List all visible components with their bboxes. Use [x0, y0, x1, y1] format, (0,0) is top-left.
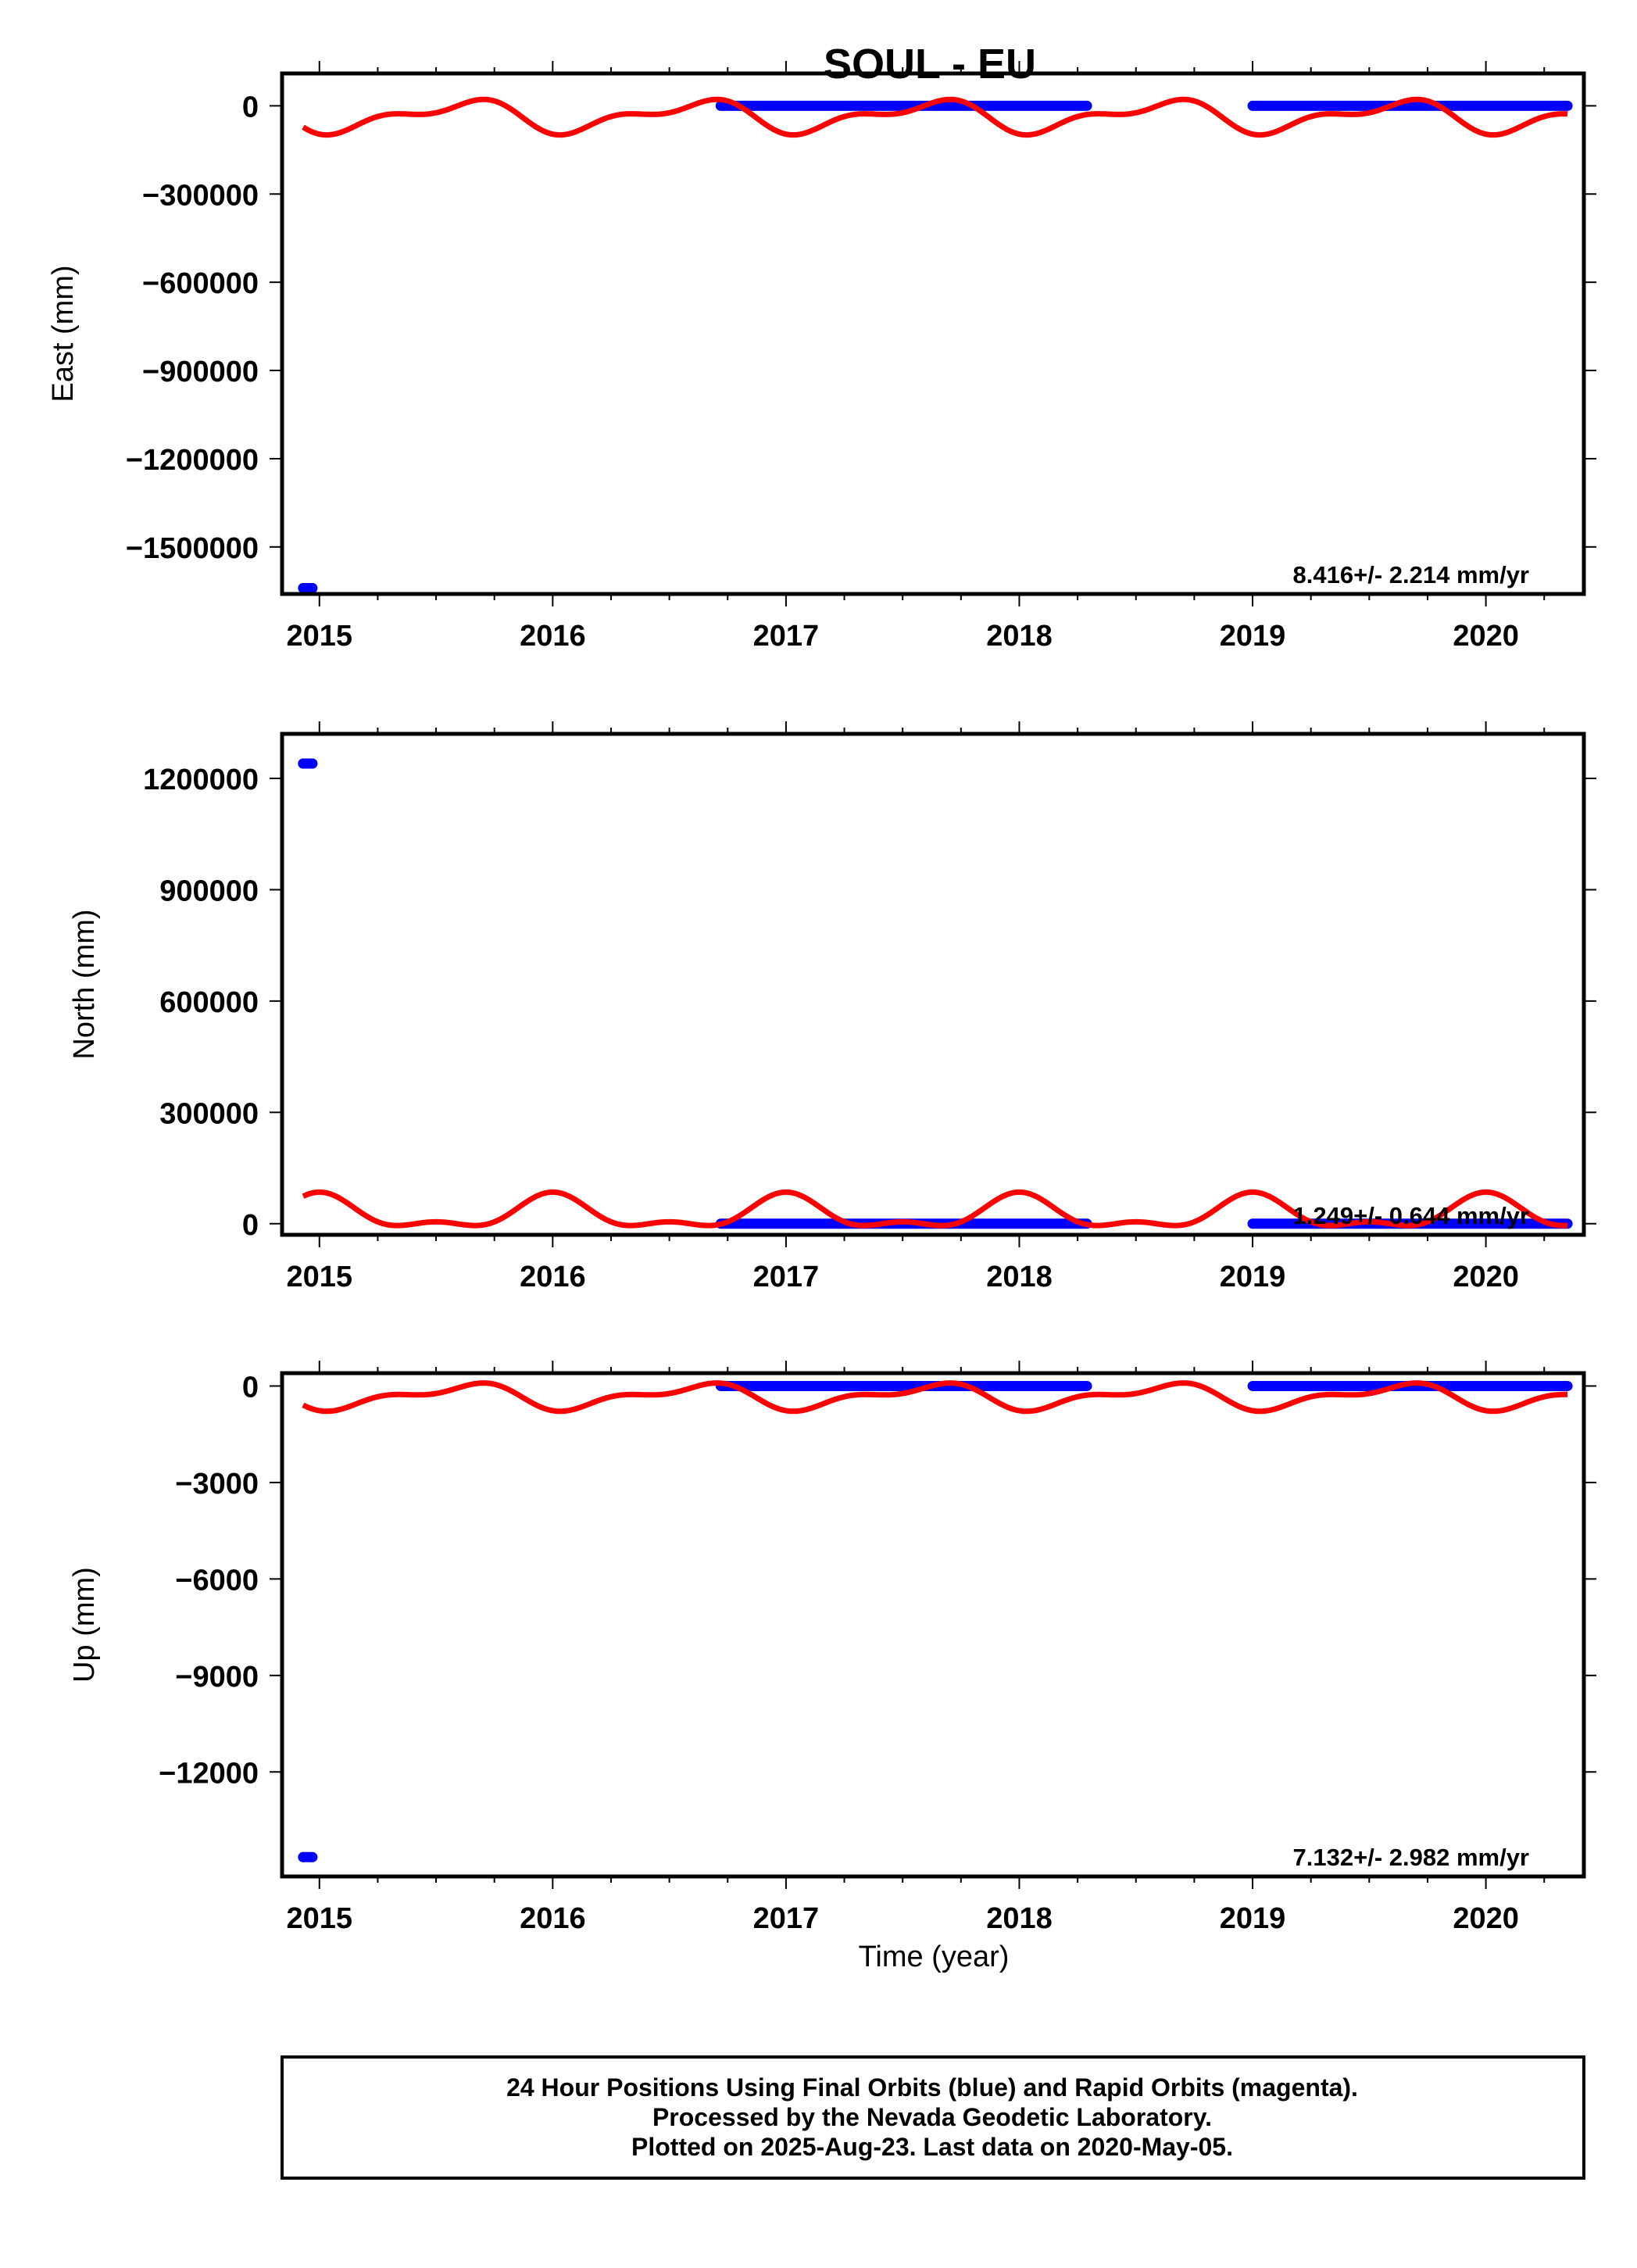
y-tick-label: −900000: [142, 356, 259, 388]
x-tick-label: 2017: [753, 1261, 820, 1293]
x-tick-label: 2015: [286, 1902, 352, 1935]
y-tick-label: 1200000: [143, 764, 259, 796]
y-tick-label: 0: [242, 91, 259, 123]
x-tick-label: 2020: [1453, 620, 1519, 653]
x-tick-label: 2020: [1453, 1261, 1519, 1293]
y-tick-label: −1500000: [126, 532, 259, 565]
y-tick-label: −6000: [175, 1564, 259, 1597]
footer-box: 24 Hour Positions Using Final Orbits (bl…: [281, 2055, 1585, 2180]
x-tick-label: 2015: [286, 620, 352, 653]
north-plot-frame: [280, 732, 1586, 1237]
x-tick-label: 2018: [986, 620, 1053, 653]
east-velocity-label: 8.416+/- 2.214 mm/yr: [1293, 561, 1529, 588]
north-seasonal-curve: [301, 1189, 1570, 1229]
x-tick-label: 2019: [1220, 620, 1286, 653]
x-tick-label: 2020: [1453, 1902, 1519, 1935]
x-tick-label: 2018: [986, 1261, 1053, 1293]
x-tick-label: 2016: [520, 1902, 586, 1935]
east-panel: 2015 2016 2017 2018 2019 2020 0 −300000 −600000 −…: [47, 61, 1596, 653]
y-tick-label: −3000: [175, 1468, 259, 1501]
y-tick-label: −300000: [142, 179, 259, 212]
x-tick-label: 2017: [753, 620, 820, 653]
x-tick-label: 2016: [520, 620, 586, 653]
y-tick-label: 0: [242, 1209, 259, 1242]
up-y-axis-label: Up (mm): [68, 1567, 101, 1683]
y-tick-label: 300000: [159, 1097, 259, 1130]
up-velocity-label: 7.132+/- 2.982 mm/yr: [1293, 1844, 1529, 1871]
x-tick-label: 2019: [1220, 1902, 1286, 1935]
y-tick-label: −600000: [142, 267, 259, 300]
east-y-axis-label: East (mm): [47, 265, 80, 402]
up-plot-frame: [280, 1371, 1586, 1879]
x-tick-label: 2019: [1220, 1261, 1286, 1293]
footer-line-1: 24 Hour Positions Using Final Orbits (bl…: [506, 2073, 1358, 2102]
east-plot-frame: [280, 71, 1586, 596]
footer-frame: [281, 2055, 1585, 2180]
x-tick-label: 2017: [753, 1902, 820, 1935]
up-seasonal-curve: [301, 1380, 1570, 1415]
east-seasonal-curve: [301, 96, 1570, 138]
y-tick-label: −1200000: [126, 444, 259, 477]
y-tick-label: 0: [242, 1371, 259, 1404]
footer-line-3: Plotted on 2025-Aug-23. Last data on 202…: [631, 2133, 1233, 2161]
x-tick-label: 2018: [986, 1902, 1053, 1935]
north-panel: 2015 2016 2017 2018 2019 2020 0 300000 600000 900…: [68, 721, 1596, 1293]
footer-line-2: Processed by the Nevada Geodetic Laborat…: [652, 2103, 1212, 2131]
y-tick-label: 900000: [159, 875, 259, 907]
chart-title: SOUL - EU: [824, 41, 1036, 88]
up-panel: 2015 2016 2017 2018 2019 2020 0 −3000 −6000 −9000…: [68, 1361, 1596, 1973]
x-axis-label: Time (year): [859, 1941, 1010, 1973]
north-velocity-label: 1.249+/- 0.644 mm/yr: [1293, 1202, 1529, 1229]
y-tick-label: −9000: [175, 1661, 259, 1694]
y-tick-label: 600000: [159, 986, 259, 1019]
x-tick-label: 2015: [286, 1261, 352, 1293]
y-tick-label: −12000: [159, 1757, 259, 1790]
x-tick-label: 2016: [520, 1261, 586, 1293]
north-y-axis-label: North (mm): [68, 909, 101, 1059]
